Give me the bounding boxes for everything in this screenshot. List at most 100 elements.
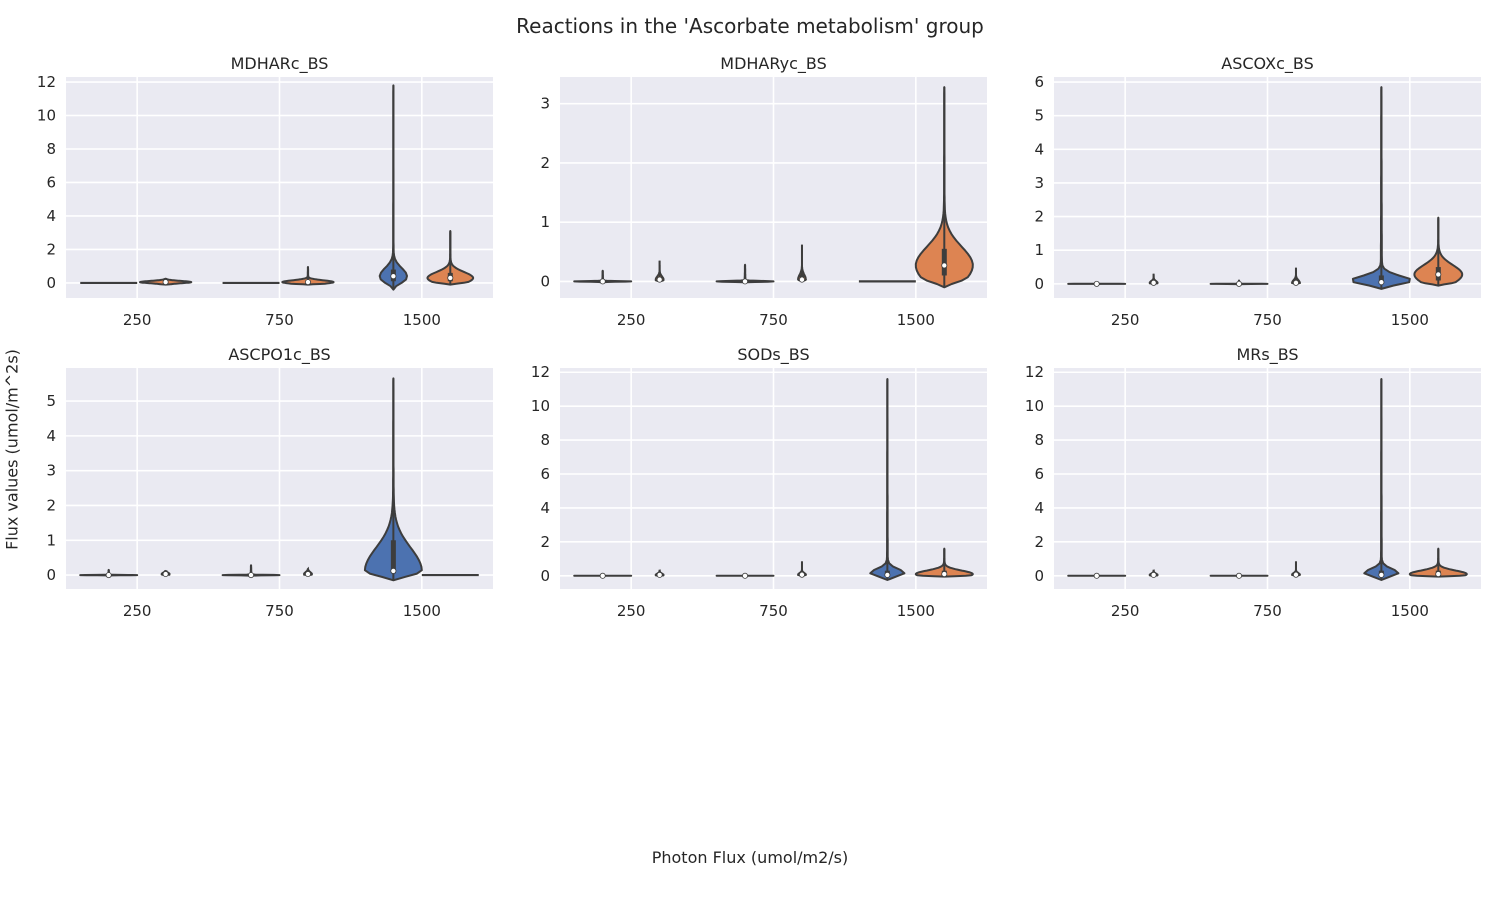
violin-median — [884, 571, 891, 578]
violin-mark — [797, 561, 808, 578]
y-tick-label: 0 — [540, 272, 550, 290]
violin-mark — [426, 230, 475, 286]
x-tick-label: 1500 — [1391, 311, 1429, 329]
y-tick-label: 12 — [37, 73, 56, 91]
violin-median — [1292, 571, 1299, 578]
violin-median — [1292, 279, 1299, 286]
violin-mark — [160, 569, 171, 578]
violin-median — [105, 572, 112, 579]
violin-median — [599, 572, 606, 579]
subplot-ASCPO1c_BS: 0 1 2 3 4 5 250 750 1500 ASCPO1c_BS — [46, 345, 493, 620]
violin-median — [162, 279, 169, 286]
violin-median — [1378, 571, 1385, 578]
x-tick-label: 1500 — [403, 602, 441, 620]
violin-mark — [1413, 216, 1464, 287]
x-tick-label: 250 — [1111, 311, 1140, 329]
violin-median — [447, 274, 454, 281]
y-tick-label: 10 — [1025, 397, 1044, 415]
violin-mark — [1209, 572, 1269, 579]
x-tick-label: 1500 — [1391, 602, 1429, 620]
subplot-title: MRs_BS — [1236, 345, 1298, 365]
violin-mark — [869, 378, 906, 581]
x-tick-label: 250 — [617, 602, 646, 620]
violin-median — [1093, 572, 1100, 579]
y-tick-label: 3 — [1034, 174, 1044, 192]
y-tick-label: 8 — [1034, 431, 1044, 449]
violin-mark — [654, 569, 665, 578]
violin-median — [1236, 280, 1243, 287]
violin-mark — [1291, 267, 1301, 286]
violin-mark — [363, 377, 423, 582]
violin-mark — [1363, 378, 1400, 581]
x-tick-label: 750 — [759, 602, 788, 620]
violin-median — [162, 571, 169, 578]
y-tick-label: 8 — [540, 431, 550, 449]
y-tick-label: 1 — [1034, 241, 1044, 259]
x-tick-label: 750 — [1253, 602, 1282, 620]
violin-mark — [378, 84, 408, 291]
x-tick-label: 1500 — [403, 311, 441, 329]
violin-mark — [573, 572, 633, 579]
y-tick-label: 2 — [1034, 208, 1044, 226]
violin-median — [941, 571, 948, 578]
x-tick-label: 750 — [265, 602, 294, 620]
y-tick-label: 5 — [1034, 107, 1044, 125]
y-tick-label: 5 — [46, 392, 56, 410]
y-tick-label: 4 — [46, 427, 56, 445]
x-tick-label: 750 — [759, 311, 788, 329]
violin-mark — [221, 564, 281, 579]
y-tick-label: 10 — [37, 107, 56, 125]
violin-mark — [79, 568, 139, 579]
y-tick-label: 4 — [46, 207, 56, 225]
y-tick-label: 4 — [1034, 499, 1044, 517]
subplot-title: MDHARyc_BS — [720, 54, 826, 74]
violin-mark — [573, 269, 633, 285]
violin-median — [656, 276, 663, 283]
violin-mark — [1067, 280, 1127, 287]
y-tick-label: 3 — [540, 95, 550, 113]
violin-mark — [654, 260, 665, 283]
violin-median — [1150, 279, 1157, 286]
violin-mark — [914, 547, 974, 578]
y-tick-label: 10 — [531, 397, 550, 415]
y-tick-label: 6 — [1034, 465, 1044, 483]
violin-mark — [1291, 561, 1302, 578]
violin-mark — [1209, 279, 1269, 287]
y-tick-label: 0 — [540, 567, 550, 585]
violin-median — [798, 571, 805, 578]
violin-median — [390, 273, 397, 280]
subplot-ASCOXc_BS: 0 1 2 3 4 5 6 250 750 1500 ASCOXc_BS — [1034, 54, 1481, 329]
violin-median — [798, 276, 805, 283]
violin-mark — [797, 244, 807, 283]
y-tick-label: 2 — [46, 240, 56, 258]
y-tick-label: 1 — [540, 213, 550, 231]
figure-title: Reactions in the 'Ascorbate metabolism' … — [516, 14, 984, 38]
violin-median — [1378, 279, 1385, 286]
violin-mark — [715, 263, 775, 285]
violin-median — [390, 567, 397, 574]
violin-median — [1435, 571, 1442, 578]
violin-mark — [281, 266, 335, 286]
violin-median — [941, 262, 948, 269]
y-tick-label: 12 — [1025, 363, 1044, 381]
y-tick-label: 0 — [46, 274, 56, 292]
y-tick-label: 2 — [540, 154, 550, 172]
violin-median — [1093, 280, 1100, 287]
violin-mark — [715, 572, 775, 579]
subplot-title: SODs_BS — [737, 345, 809, 365]
subplot-MDHARyc_BS: 0 1 2 3 250 750 1500 MDHARyc_BS — [540, 54, 987, 329]
x-tick-label: 750 — [1253, 311, 1282, 329]
violin-median — [1236, 572, 1243, 579]
y-tick-label: 0 — [46, 566, 56, 584]
violin-median — [656, 571, 663, 578]
violin-median — [1150, 571, 1157, 578]
y-tick-label: 12 — [531, 363, 550, 381]
x-tick-label: 250 — [123, 311, 152, 329]
violin-median — [742, 278, 749, 285]
y-tick-label: 2 — [1034, 533, 1044, 551]
subplot-MRs_BS: 0 2 4 6 8 10 12 250 750 1500 MRs_BS — [1025, 345, 1481, 620]
x-tick-label: 250 — [123, 602, 152, 620]
violin-median — [304, 279, 311, 286]
y-tick-label: 0 — [1034, 567, 1044, 585]
